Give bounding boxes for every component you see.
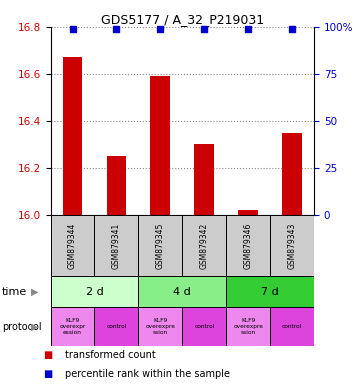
Bar — [138, 307, 182, 346]
Bar — [138, 276, 226, 307]
Text: 4 d: 4 d — [173, 287, 191, 297]
Text: percentile rank within the sample: percentile rank within the sample — [65, 369, 230, 379]
Text: GSM879344: GSM879344 — [68, 223, 77, 269]
Text: control: control — [106, 324, 127, 329]
Bar — [106, 156, 126, 215]
Text: 7 d: 7 d — [261, 287, 279, 297]
Text: transformed count: transformed count — [65, 350, 156, 360]
Bar — [270, 215, 314, 276]
Bar — [51, 215, 95, 276]
Bar — [194, 144, 214, 215]
Text: time: time — [2, 287, 27, 297]
Text: GSM879343: GSM879343 — [288, 223, 297, 269]
Bar — [226, 215, 270, 276]
Text: GSM879345: GSM879345 — [156, 223, 165, 269]
Text: GSM879346: GSM879346 — [244, 223, 253, 269]
Bar — [182, 215, 226, 276]
Text: ■: ■ — [43, 369, 53, 379]
Bar — [226, 276, 314, 307]
Text: GSM879342: GSM879342 — [200, 223, 209, 269]
Text: KLF9
overexpre
ssion: KLF9 overexpre ssion — [145, 318, 175, 335]
Bar — [62, 58, 82, 215]
Bar — [238, 210, 258, 215]
Bar — [138, 215, 182, 276]
Text: KLF9
overexpre
ssion: KLF9 overexpre ssion — [233, 318, 263, 335]
Bar — [282, 133, 302, 215]
Title: GDS5177 / A_32_P219031: GDS5177 / A_32_P219031 — [101, 13, 264, 26]
Text: ▶: ▶ — [31, 322, 38, 332]
Bar — [270, 307, 314, 346]
Bar — [182, 307, 226, 346]
Text: KLF9
overexpr
ession: KLF9 overexpr ession — [59, 318, 86, 335]
Bar — [95, 215, 138, 276]
Text: ■: ■ — [43, 350, 53, 360]
Text: protocol: protocol — [2, 322, 42, 332]
Bar — [151, 76, 170, 215]
Bar — [51, 276, 138, 307]
Text: 2 d: 2 d — [86, 287, 103, 297]
Bar — [95, 307, 138, 346]
Text: GSM879341: GSM879341 — [112, 223, 121, 269]
Bar — [51, 307, 95, 346]
Text: control: control — [194, 324, 214, 329]
Text: control: control — [282, 324, 302, 329]
Text: ▶: ▶ — [31, 287, 38, 297]
Bar — [226, 307, 270, 346]
